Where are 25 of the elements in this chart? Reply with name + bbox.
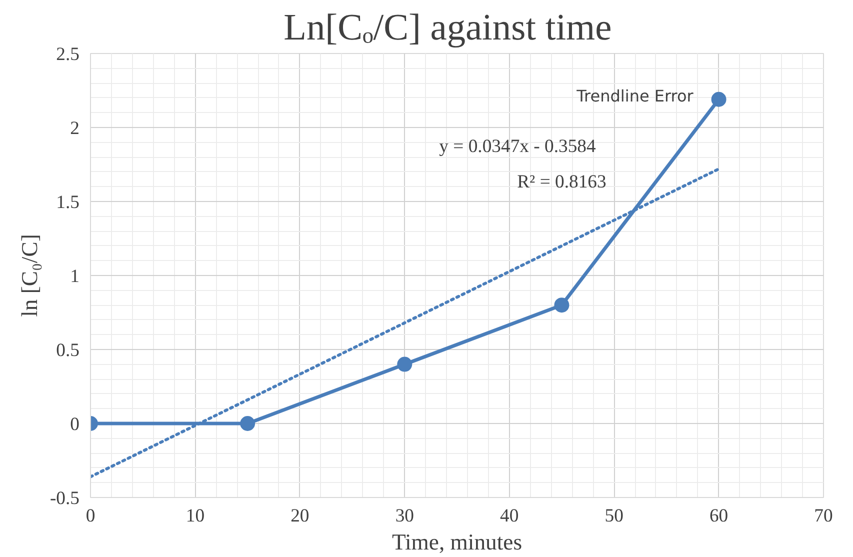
annotation: y = 0.0347x - 0.3584 [439,136,596,158]
y-tick-label: 2 [70,118,80,139]
point [554,298,570,313]
y-tick-label: 0.5 [56,340,80,361]
y-tick-label: 2.5 [56,44,80,65]
y-tick-label: 0 [70,414,80,435]
chart-title: Ln[Cₒ/C] against time [284,8,612,48]
annotation: R² = 0.8163 [517,172,606,193]
y-tick-label: 1.5 [56,192,80,213]
x-tick-label: 20 [290,506,310,526]
y-axis-title: ln [C₀/C] [16,234,42,317]
x-tick-label: 30 [395,506,414,526]
x-tick-label: 10 [186,506,205,526]
x-tick-label: 50 [604,506,624,526]
x-axis-title: Time, minutes [392,530,522,554]
x-tick-label: 0 [86,506,96,526]
point [397,356,412,372]
annotation: Trendline Error [576,86,694,106]
y-tick-label: 1 [70,266,80,287]
point [711,92,726,107]
y-tick-label: -0.5 [50,488,80,509]
x-tick-label: 40 [500,506,519,526]
x-tick-label: 70 [814,506,833,526]
x-tick-label: 60 [709,506,728,526]
point [240,416,256,431]
